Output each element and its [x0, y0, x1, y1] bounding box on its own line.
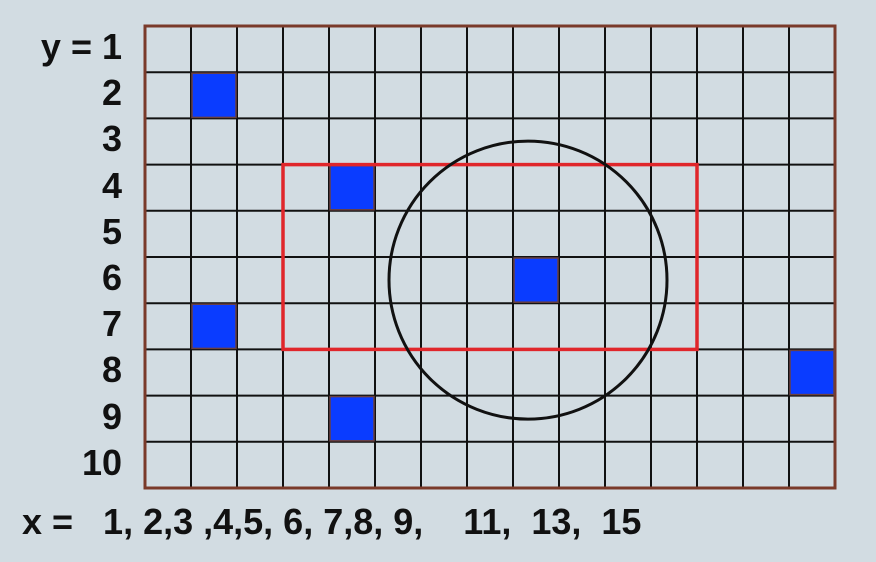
y-axis-label: 4 — [101, 164, 122, 206]
y-axis-label: 3 — [101, 118, 122, 160]
blue-square — [329, 164, 375, 211]
y-axis-label: 7 — [101, 303, 122, 345]
blue-square — [329, 395, 375, 442]
blue-square — [191, 303, 237, 350]
y-axis-label: y = 1 — [40, 26, 122, 67]
y-axis-label: 5 — [101, 210, 122, 252]
y-axis-label: 2 — [101, 72, 122, 114]
x-axis-label: x = 1, 2,3 ,4,5, 6, 7,8, 9, 11, 13, 15 — [22, 501, 642, 542]
blue-square — [513, 257, 559, 303]
y-axis-label: 8 — [101, 349, 122, 391]
y-axis-label: 6 — [101, 257, 122, 298]
grid-border — [143, 24, 837, 490]
blue-square — [789, 349, 835, 396]
blue-square — [191, 72, 237, 119]
red-rectangle — [281, 162, 699, 352]
y-axis-label: 9 — [101, 395, 122, 437]
y-axis-label: 10 — [81, 441, 122, 483]
search-circle — [387, 139, 669, 421]
